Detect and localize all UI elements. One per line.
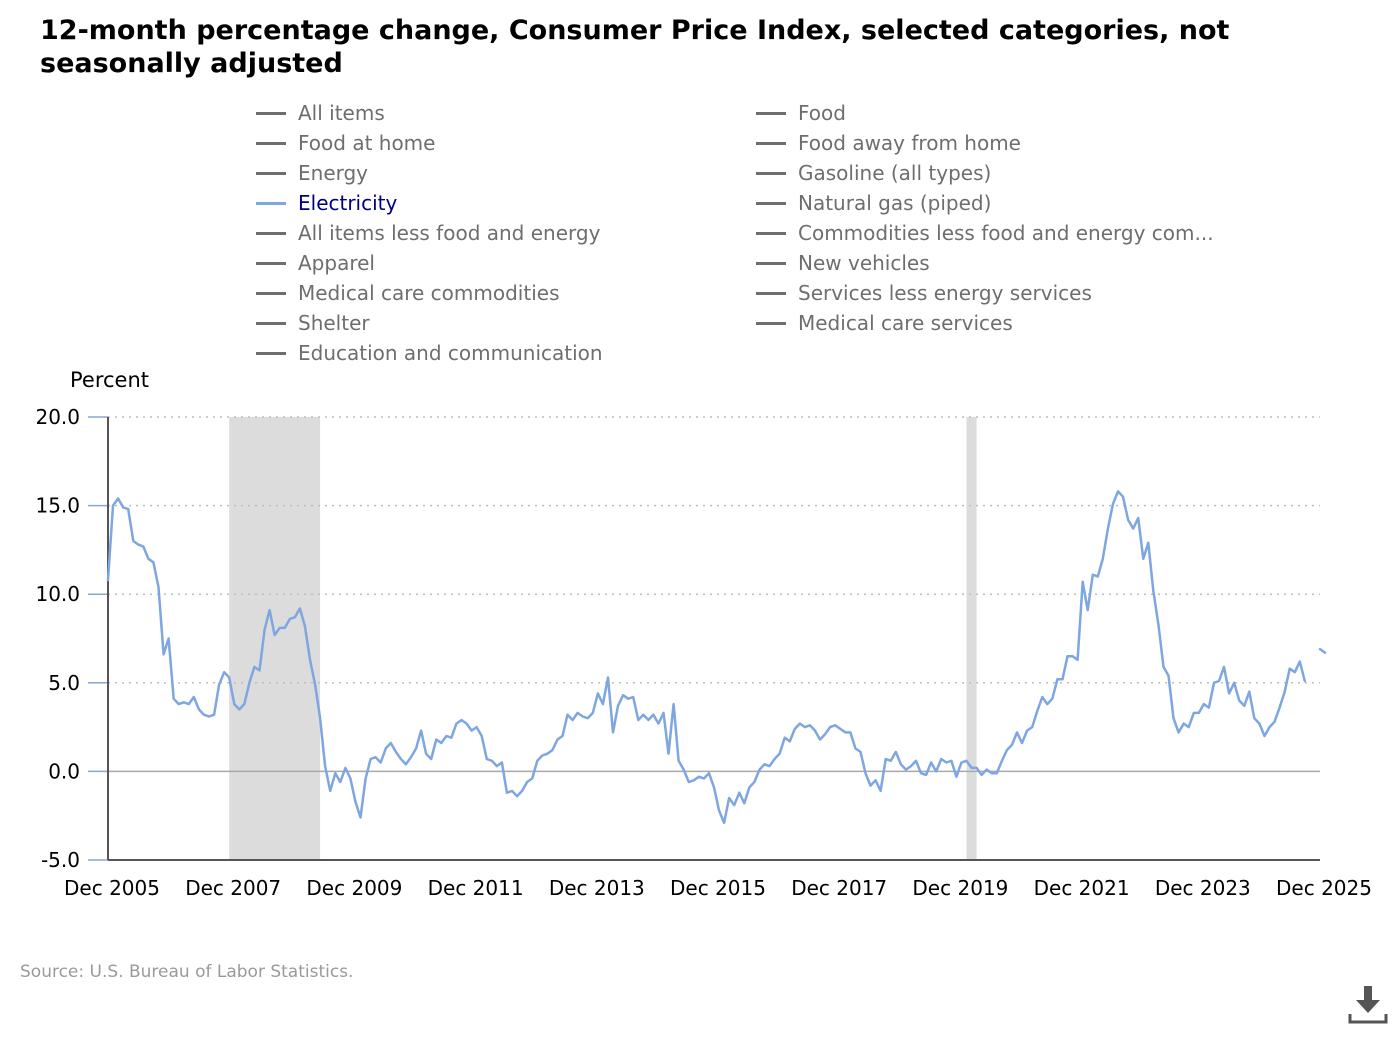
x-tick-label: Dec 2011 [428, 876, 524, 900]
x-tick-label: Dec 2023 [1155, 876, 1251, 900]
legend-swatch [256, 201, 286, 205]
y-tick-label: -5.0 [41, 848, 80, 872]
legend-item[interactable]: Apparel [256, 248, 375, 278]
legend-label: New vehicles [798, 251, 930, 275]
legend-swatch [256, 291, 286, 295]
x-tick-label: Dec 2009 [306, 876, 402, 900]
y-tick-label: 15.0 [35, 494, 80, 518]
legend-label: Education and communication [298, 341, 603, 365]
legend-item[interactable]: Food away from home [756, 128, 1021, 158]
legend-swatch [256, 231, 286, 235]
legend-item[interactable]: Medical care services [756, 308, 1013, 338]
legend-swatch [756, 321, 786, 325]
legend-item[interactable]: Shelter [256, 308, 370, 338]
download-icon[interactable] [1346, 984, 1390, 1026]
x-tick-label: Dec 2019 [912, 876, 1008, 900]
legend-swatch [756, 111, 786, 115]
legend-label: Food [798, 101, 846, 125]
legend-item[interactable]: Gasoline (all types) [756, 158, 991, 188]
legend-item[interactable]: Medical care commodities [256, 278, 559, 308]
legend-label: Food away from home [798, 131, 1021, 155]
legend-item[interactable]: New vehicles [756, 248, 930, 278]
y-axis-title: Percent [70, 368, 149, 392]
legend-label: Apparel [298, 251, 375, 275]
legend-swatch [756, 171, 786, 175]
legend-label: All items [298, 101, 385, 125]
legend-label: Medical care services [798, 311, 1013, 335]
legend-label: Services less energy services [798, 281, 1092, 305]
legend-swatch [256, 171, 286, 175]
recession-band [229, 417, 321, 860]
legend-item[interactable]: Services less energy services [756, 278, 1092, 308]
legend-item[interactable]: All items [256, 98, 385, 128]
x-tick-label: Dec 2005 [64, 876, 160, 900]
chart-title: 12-month percentage change, Consumer Pri… [40, 15, 1230, 79]
legend-label: Commodities less food and energy com... [798, 221, 1214, 245]
legend-item[interactable]: All items less food and energy [256, 218, 600, 248]
legend-item[interactable]: Commodities less food and energy com... [756, 218, 1214, 248]
legend-swatch [256, 261, 286, 265]
legend-item[interactable]: Food at home [256, 128, 435, 158]
y-tick-label: 10.0 [35, 582, 80, 606]
legend-swatch [256, 321, 286, 325]
legend-item[interactable]: Food [756, 98, 846, 128]
x-tick-label: Dec 2015 [670, 876, 766, 900]
legend-label: Natural gas (piped) [798, 191, 992, 215]
legend-label: Shelter [298, 311, 370, 335]
line-chart: 20.0 15.0 10.0 5.0 0.0 -5.0 Dec 2005 Dec 2007 De… [35, 368, 1372, 900]
legend-swatch [256, 351, 286, 355]
x-tick-label: Dec 2013 [549, 876, 645, 900]
legend-label: Medical care commodities [298, 281, 560, 305]
legend-swatch [256, 111, 286, 115]
legend-swatch [756, 201, 786, 205]
y-tick-label: 20.0 [35, 405, 80, 429]
legend-label: Energy [298, 161, 369, 185]
x-tick-label: Dec 2025 [1276, 876, 1372, 900]
legend-swatch [756, 291, 786, 295]
x-tick-label: Dec 2007 [185, 876, 281, 900]
y-tick-label: 5.0 [48, 671, 80, 695]
legend-label: All items less food and energy [298, 221, 601, 245]
legend-swatch [756, 261, 786, 265]
legend-swatch [756, 231, 786, 235]
x-tick-label: Dec 2017 [791, 876, 887, 900]
y-tick-label: 0.0 [48, 759, 80, 783]
legend-item[interactable]: Energy [256, 158, 368, 188]
legend-item[interactable]: Natural gas (piped) [756, 188, 991, 218]
legend-label: Electricity [298, 191, 398, 215]
series-line-electricity [106, 490, 1327, 825]
recession-band [966, 417, 977, 860]
legend-item[interactable]: Education and communication [256, 338, 603, 368]
x-tick-label: Dec 2021 [1034, 876, 1130, 900]
legend-swatch [256, 141, 286, 145]
legend-swatch [756, 141, 786, 145]
legend-item[interactable]: Electricity [256, 188, 397, 218]
source-note: Source: U.S. Bureau of Labor Statistics. [20, 962, 354, 982]
legend-label: Food at home [298, 131, 436, 155]
legend-label: Gasoline (all types) [798, 161, 992, 185]
